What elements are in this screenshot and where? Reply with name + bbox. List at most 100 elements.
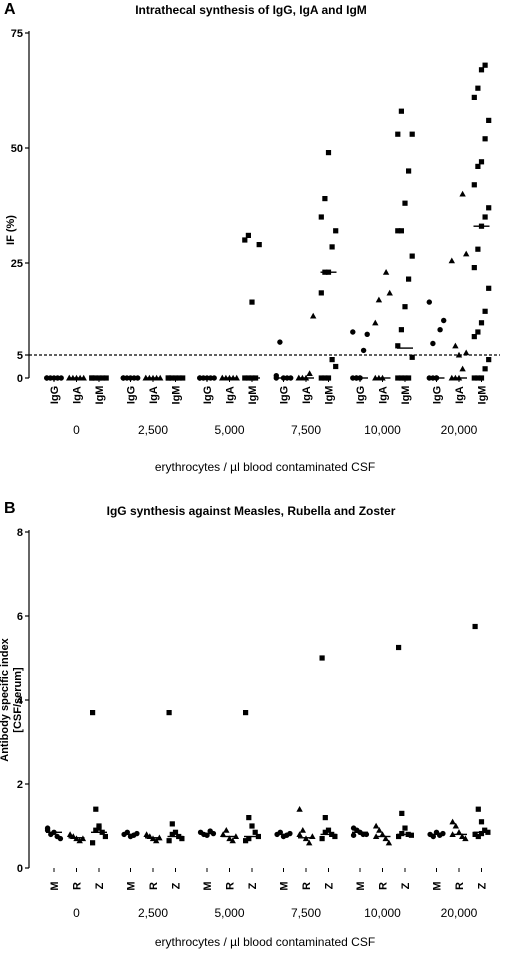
panel-b-point-z: [408, 832, 414, 838]
panel-b-group-label: 5,000: [214, 906, 244, 920]
panel-a-point-igm: [475, 85, 481, 91]
panel-a-category-label: IgA: [148, 386, 160, 404]
panel-a-point-igg: [277, 339, 283, 345]
panel-a-point-igm: [395, 131, 401, 137]
panel-b-point-r: [76, 837, 83, 844]
panel-b-point-r: [455, 829, 463, 835]
panel-a-point-igm: [409, 131, 415, 137]
panel-a-point-igm: [395, 228, 401, 234]
panel-b-group-label: 2,500: [138, 906, 168, 920]
panel-b-point-z: [475, 806, 481, 812]
panel-a-category-label: IgM: [247, 386, 259, 405]
panel-a-group-label: 0: [73, 423, 80, 437]
panel-a-point-igm: [395, 375, 401, 381]
panel-a-point-igm: [318, 375, 324, 381]
panel-b-point-r: [229, 837, 236, 844]
panel-a-ytick-label: 0: [17, 373, 23, 385]
panel-b-point-z: [93, 806, 99, 812]
panel-a-point-igm: [325, 375, 332, 381]
panel-a-point-igm: [478, 320, 485, 326]
panel-a-point-igm: [475, 375, 481, 381]
panel-a-ytick-label: 50: [11, 143, 23, 155]
panel-b-point-z: [243, 838, 249, 844]
panel-a-category-label: IgA: [301, 386, 313, 404]
panel-a-point-igm: [482, 214, 488, 220]
panel-a-point-igm: [486, 205, 492, 211]
panel-a-point-iga: [455, 351, 463, 358]
panel-a-point-iga: [452, 342, 459, 349]
panel-a-ylabel: IF (%): [5, 215, 17, 245]
panel-b-point-z: [246, 836, 252, 842]
panel-b-point-z: [319, 655, 325, 661]
panel-a-ytick-label: 5: [17, 350, 23, 362]
panel-a-point-igm: [322, 196, 328, 202]
panel-b-point-z: [399, 830, 405, 837]
panel-a-point-igm: [398, 228, 404, 234]
panel-b-point-r: [382, 835, 389, 842]
panel-b-ytick-label: 0: [17, 863, 23, 875]
panel-b-category-label: Z: [477, 882, 489, 889]
panel-b-point-z: [319, 836, 325, 842]
panel-a-category-label: IgM: [171, 386, 183, 405]
panel-a-category-label: IgM: [477, 386, 489, 405]
panel-a-category-label: IgA: [225, 386, 237, 404]
panel-b-point-z: [396, 644, 402, 651]
panel-a-point-igm: [398, 327, 404, 333]
panel-b-point-r: [385, 839, 393, 846]
panel-a-point-igm: [406, 276, 412, 282]
panel-a-point-igm: [333, 363, 339, 370]
panel-b-point-z: [102, 833, 108, 840]
panel-b-point-z: [482, 827, 488, 833]
panel-b-category-label: R: [225, 882, 237, 890]
panel-b-point-r: [153, 837, 160, 844]
panel-b-point-m: [44, 825, 51, 831]
panel-b-point-r: [379, 831, 386, 837]
panel-b-group-label: 7,500: [291, 906, 321, 920]
panel-b-point-z: [478, 819, 485, 825]
panel-a-point-igm: [318, 290, 324, 296]
panel-a-point-igg: [441, 317, 447, 324]
panel-a-point-igg: [426, 299, 432, 305]
panel-b-point-m: [430, 833, 436, 840]
panel-b-category-label: R: [454, 882, 466, 890]
panel-a-point-igm: [486, 117, 492, 123]
panel-b-ytick-label: 6: [17, 611, 23, 623]
panel-b-group-label: 0: [73, 906, 80, 920]
panel-b-point-z: [90, 840, 96, 846]
panel-b-point-m: [134, 830, 140, 837]
panel-a-xlabel: erythrocytes / µl blood contaminated CSF: [155, 460, 375, 474]
panel-a-category-label: IgM: [400, 386, 412, 405]
panel-a-point-igm: [471, 94, 477, 100]
panel-b-point-r: [376, 827, 383, 833]
panel-a-point-igm: [471, 375, 477, 381]
panel-b-ytick-label: 4: [17, 695, 24, 707]
panel-a-point-iga: [372, 319, 379, 326]
panel-b-point-r: [452, 822, 459, 829]
panel-a-point-igg: [360, 347, 367, 354]
panel-b-point-z: [252, 829, 258, 835]
panel-a-point-igm: [482, 308, 488, 314]
panel-a-group-label: 5,000: [214, 423, 244, 437]
panel-b-point-m: [277, 829, 283, 835]
panel-b-category-label: R: [72, 882, 84, 890]
panel-b-point-z: [179, 836, 185, 842]
panel-b-point-r: [459, 833, 466, 840]
panel-b-point-z: [249, 823, 255, 829]
panel-b-category-label: M: [126, 881, 138, 890]
panel-a-point-igg: [437, 327, 443, 333]
panel-b-category-label: Z: [324, 882, 336, 889]
panel-a-group-label: 10,000: [364, 423, 401, 437]
panel-b-point-z: [322, 829, 328, 835]
panel-b-point-r: [372, 822, 380, 829]
panel-a-point-igm: [242, 237, 248, 243]
panel-b-category-label: R: [378, 882, 390, 890]
panel-b-point-z: [166, 838, 172, 844]
panel-b-point-r: [66, 831, 74, 837]
panel-a-point-igm: [256, 242, 262, 248]
panel-a-point-iga: [375, 296, 383, 303]
panel-a-point-igg: [364, 331, 370, 337]
panel-b-point-z: [243, 710, 249, 716]
panel-a-group-label: 20,000: [441, 423, 478, 437]
panel-a-category-label: IgG: [49, 386, 61, 404]
